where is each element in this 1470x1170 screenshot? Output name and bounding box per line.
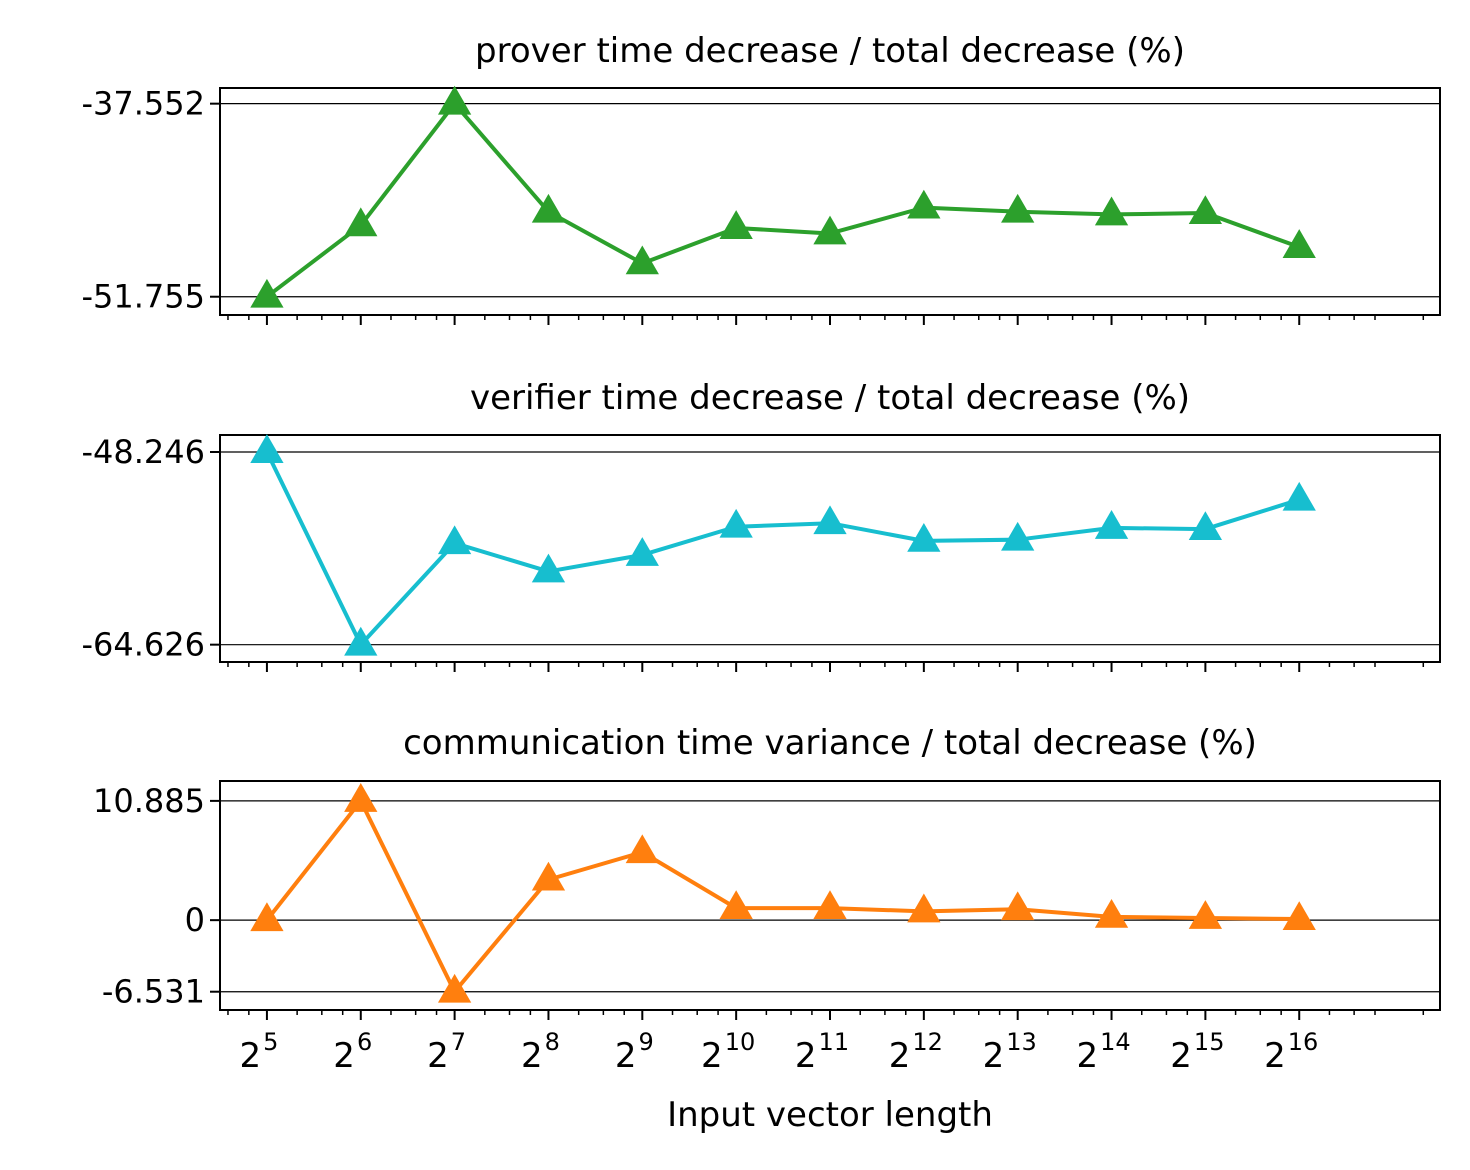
data-point-1-12 [1282,229,1316,258]
data-point-2-11 [1188,511,1223,541]
data-point-1-1 [250,278,284,308]
data-point-1-10 [1094,196,1129,226]
ytick-label-2-2: -48.246 [81,433,205,471]
xtick-label-4: 28 [521,1028,560,1076]
xtick-label-1: 25 [239,1028,278,1076]
data-point-1-9 [1001,193,1035,223]
data-point-3-3 [437,973,472,1003]
xtick-label-3: 27 [427,1028,466,1076]
data-point-2-7 [813,505,847,535]
data-point-3-10 [1094,899,1129,928]
data-point-3-6 [719,890,753,920]
xtick-label-12: 216 [1264,1028,1318,1076]
xtick-exponent-10: 14 [1100,1028,1131,1056]
xtick-label-6: 210 [701,1028,755,1076]
series-line-2-1 [264,450,1302,647]
chart-title-3: communication time variance / total decr… [403,723,1257,763]
xtick-label-5: 29 [615,1028,654,1076]
data-point-1-5 [625,245,659,275]
data-point-1-8 [907,189,941,219]
xtick-exponent-4: 8 [545,1028,560,1056]
data-point-3-9 [1001,891,1035,921]
data-point-1-2 [344,207,378,237]
data-point-2-2 [344,626,378,656]
data-point-1-6 [719,210,753,239]
series-line-3-1 [264,798,1302,994]
ytick-label-3-1: -6.531 [102,973,205,1011]
data-point-3-8 [907,893,941,923]
xtick-exponent-11: 15 [1194,1028,1225,1056]
plot-frame-2 [219,434,1441,663]
data-point-3-1 [250,902,284,932]
xtick-label-11: 215 [1170,1028,1224,1076]
series-line-1-1 [264,101,1302,299]
data-point-2-4 [531,553,566,583]
xtick-label-7: 211 [795,1028,849,1076]
ytick-label-1-1: -51.755 [81,278,205,316]
data-point-3-11 [1188,900,1223,929]
ytick-label-3-2: 0 [185,901,205,939]
data-point-2-3 [437,525,472,555]
xtick-exponent-9: 13 [1006,1028,1037,1056]
xtick-exponent-1: 5 [263,1028,278,1056]
xtick-exponent-6: 10 [725,1028,756,1056]
ytick-label-2-1: -64.626 [81,626,205,664]
ytick-label-1-2: -37.552 [81,85,205,123]
data-point-2-9 [1001,521,1035,551]
xtick-label-10: 214 [1076,1028,1130,1076]
data-point-2-10 [1094,510,1129,539]
data-point-2-6 [719,508,753,538]
xtick-label-8: 212 [889,1028,943,1076]
xtick-exponent-8: 12 [912,1028,943,1056]
data-point-3-4 [531,861,566,891]
xtick-exponent-12: 16 [1288,1028,1319,1056]
data-point-3-2 [344,783,378,812]
xtick-exponent-3: 7 [451,1028,466,1056]
data-point-3-12 [1282,901,1316,931]
xtick-exponent-7: 11 [819,1028,850,1056]
data-point-2-1 [250,434,284,463]
data-point-3-5 [625,834,659,864]
chart-panel-3: communication time variance / total decr… [93,723,1441,1076]
data-point-2-12 [1282,481,1316,511]
chart-panel-2: verifier time decrease / total decrease … [81,378,1441,672]
plot-frame-1 [219,87,1441,316]
ytick-label-3-3: 10.885 [93,782,205,820]
xtick-exponent-2: 6 [357,1028,372,1056]
data-point-2-5 [625,537,659,566]
chart-title-1: prover time decrease / total decrease (%… [475,31,1185,71]
data-point-1-3 [437,85,472,115]
data-point-1-7 [813,215,847,245]
xtick-label-2: 26 [333,1028,372,1076]
xtick-exponent-5: 9 [638,1028,653,1056]
data-point-1-11 [1188,195,1223,224]
data-point-2-8 [907,522,941,552]
chart-title-2: verifier time decrease / total decrease … [470,378,1190,418]
xtick-label-9: 213 [983,1028,1037,1076]
data-point-1-4 [531,193,566,223]
data-point-3-7 [813,890,847,920]
x-axis-label: Input vector length [667,1095,993,1135]
chart-panel-1: prover time decrease / total decrease (%… [81,31,1441,325]
